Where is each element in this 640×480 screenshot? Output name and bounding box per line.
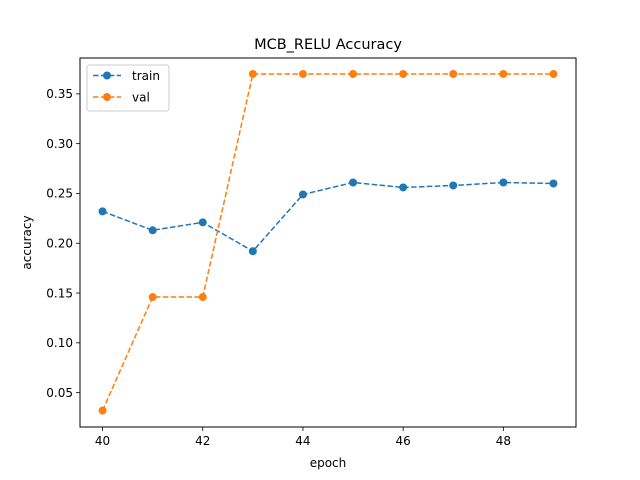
- data-point-val-41: [148, 293, 157, 302]
- data-point-train-42: [198, 218, 207, 227]
- series-line-val: [101, 73, 554, 411]
- y-tick-label: 0.25: [46, 187, 73, 201]
- data-point-train-45: [349, 178, 358, 187]
- legend-label-train: train: [132, 69, 160, 83]
- y-tick-label: 0.20: [46, 237, 73, 251]
- y-tick-label: 0.15: [46, 286, 73, 300]
- x-tick-label: 46: [396, 434, 411, 448]
- data-point-train-48: [499, 178, 508, 187]
- data-point-val-40: [98, 406, 107, 415]
- data-point-train-41: [148, 226, 157, 235]
- legend: train val: [86, 64, 170, 112]
- x-axis-label: epoch: [310, 456, 347, 470]
- data-point-train-40: [98, 207, 107, 216]
- plot-area: [98, 69, 558, 415]
- x-tick-label: 42: [195, 434, 210, 448]
- y-tick-label: 0.35: [46, 87, 73, 101]
- data-point-train-47: [449, 181, 458, 190]
- y-tick-label: 0.10: [46, 336, 73, 350]
- x-tick-label: 44: [295, 434, 310, 448]
- data-point-val-43: [248, 69, 257, 78]
- data-point-train-49: [549, 179, 558, 188]
- axes-frame: [79, 57, 577, 428]
- data-point-val-47: [449, 69, 458, 78]
- x-tick-label: 48: [496, 434, 511, 448]
- data-point-val-46: [399, 69, 408, 78]
- x-tick-label: 40: [95, 434, 110, 448]
- chart-title: MCB_RELU Accuracy: [254, 37, 402, 53]
- y-axis-label: accuracy: [20, 215, 34, 269]
- data-point-val-49: [549, 69, 558, 78]
- legend-label-val: val: [132, 90, 150, 104]
- data-point-train-43: [248, 247, 257, 256]
- series-line-train: [102, 181, 554, 253]
- data-point-val-44: [298, 69, 307, 78]
- data-point-val-45: [349, 69, 358, 78]
- legend-marker-train: [103, 71, 111, 80]
- axis-ticks: 40 42 44 46 48 0.05 0.10 0.15 0.20 0.25 0.30 0.35: [46, 87, 511, 448]
- data-point-val-42: [198, 293, 207, 302]
- data-point-val-48: [499, 69, 508, 78]
- data-point-train-46: [399, 183, 408, 192]
- y-tick-label: 0.05: [46, 386, 73, 400]
- y-tick-label: 0.30: [46, 137, 73, 151]
- legend-marker-val: [103, 93, 111, 101]
- data-point-train-44: [298, 190, 307, 199]
